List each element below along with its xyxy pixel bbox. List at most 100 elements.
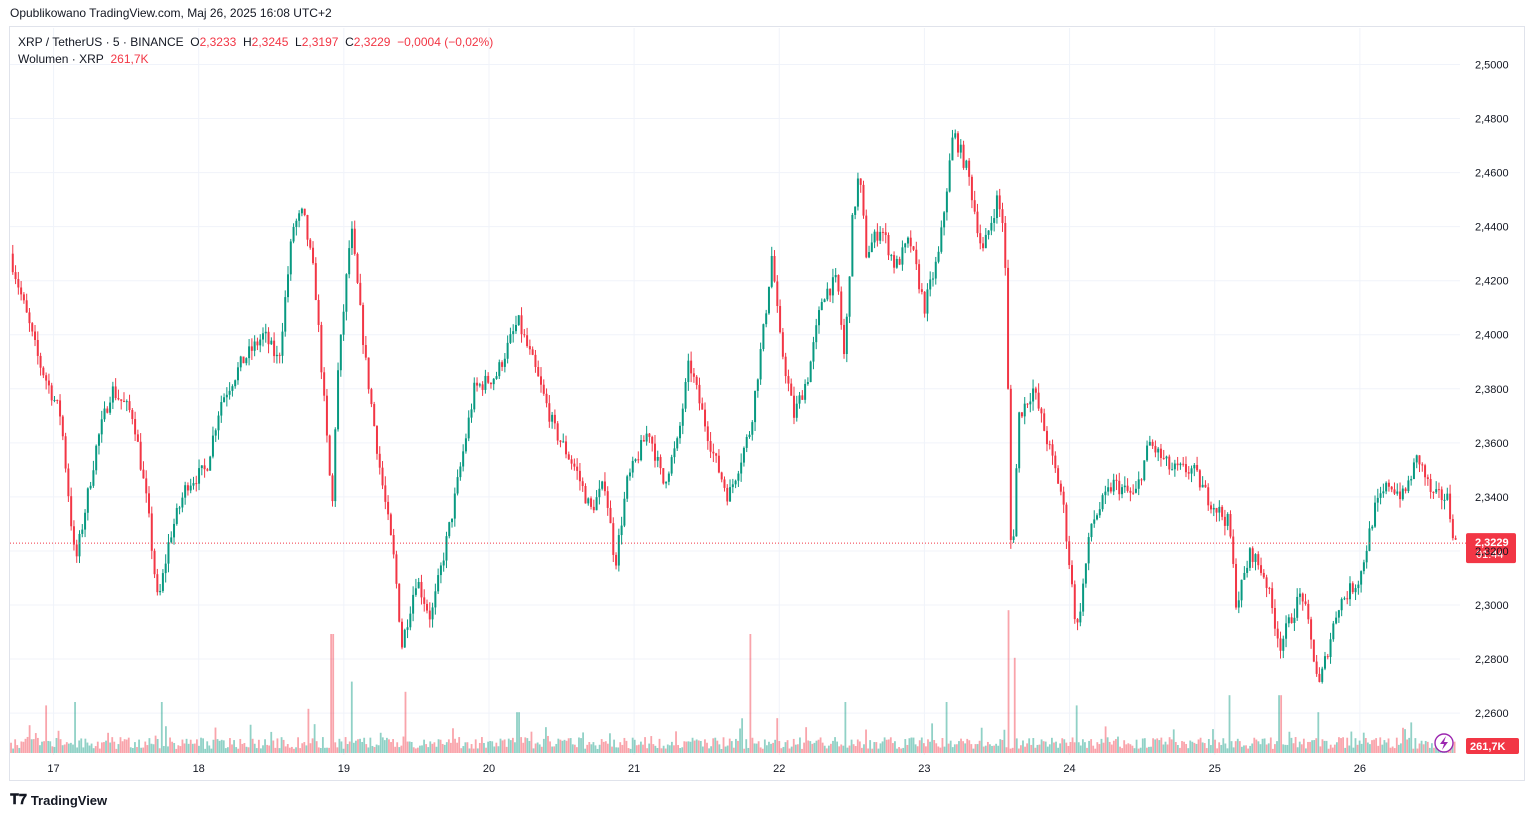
volume-bar bbox=[1071, 737, 1074, 753]
volume-bar bbox=[187, 743, 190, 753]
candle-body bbox=[100, 419, 103, 435]
candle-body bbox=[704, 409, 707, 427]
volume-bar bbox=[660, 748, 663, 753]
volume-bar bbox=[1119, 746, 1121, 753]
volume-bar bbox=[1131, 745, 1134, 753]
volume-bar bbox=[856, 739, 859, 753]
volume-bar bbox=[206, 741, 209, 753]
volume-bar bbox=[503, 739, 506, 753]
volume-bar bbox=[297, 737, 299, 753]
volume-bar bbox=[796, 744, 799, 753]
volume-bar bbox=[586, 744, 589, 753]
volume-bar bbox=[511, 737, 514, 753]
volume-bar bbox=[1220, 744, 1223, 753]
volume-bar bbox=[1300, 744, 1303, 753]
tradingview-logo[interactable]: 𝐓𝟕 TradingView bbox=[10, 792, 107, 808]
volume-bar bbox=[340, 741, 343, 753]
volume-bar bbox=[1426, 741, 1429, 753]
candle-body bbox=[136, 434, 139, 442]
volume-bar bbox=[307, 708, 310, 753]
candle-body bbox=[840, 291, 843, 325]
volume-bar bbox=[198, 745, 200, 753]
volume-bar bbox=[1011, 747, 1014, 753]
candle-body bbox=[765, 313, 768, 325]
candle-body bbox=[1132, 492, 1135, 494]
volume-bar bbox=[34, 733, 37, 753]
candle-body bbox=[420, 581, 423, 598]
volume-bar bbox=[567, 738, 570, 753]
candle-body bbox=[97, 434, 100, 446]
volume-bar bbox=[334, 742, 337, 753]
volume-bar bbox=[20, 741, 23, 753]
volume-bar bbox=[865, 729, 867, 753]
volume-bar bbox=[894, 741, 896, 753]
candle-body bbox=[1374, 502, 1377, 527]
volume-bar bbox=[309, 743, 312, 753]
candle-body bbox=[845, 316, 848, 355]
candle-body bbox=[273, 340, 276, 357]
volume-bar bbox=[24, 738, 27, 753]
volume-bar bbox=[1319, 746, 1322, 753]
candle-body bbox=[314, 263, 317, 301]
volume-bar bbox=[257, 739, 260, 753]
candle-body bbox=[451, 518, 454, 523]
candle-body bbox=[576, 466, 579, 471]
price-tick-label: 2,4400 bbox=[1475, 222, 1509, 234]
volume-bar bbox=[379, 732, 382, 753]
volume-bar bbox=[997, 745, 1000, 753]
brand-name: TradingView bbox=[30, 792, 108, 808]
candle-body bbox=[954, 133, 957, 138]
candle-body bbox=[798, 395, 801, 404]
candle-body bbox=[225, 394, 228, 398]
volume-bar bbox=[1395, 737, 1398, 753]
volume-bar bbox=[140, 747, 143, 753]
candle-body bbox=[495, 376, 498, 379]
candle-body bbox=[131, 410, 134, 420]
volume-bar bbox=[726, 745, 729, 753]
price-tick-label: 2,2800 bbox=[1475, 654, 1509, 666]
volume-bar bbox=[67, 743, 70, 753]
volume-label[interactable]: Wolumen · XRP bbox=[18, 52, 104, 66]
volume-bar bbox=[1230, 741, 1233, 753]
candle-body bbox=[742, 447, 745, 463]
candle-body bbox=[692, 373, 695, 377]
candle-body bbox=[1426, 477, 1429, 480]
candle-body bbox=[881, 231, 884, 233]
volume-bar bbox=[173, 742, 176, 753]
volume-bar bbox=[30, 739, 33, 753]
volume-bar bbox=[960, 738, 962, 753]
volume-bar bbox=[947, 743, 950, 753]
candle-body bbox=[584, 485, 587, 504]
volume-bar bbox=[1321, 739, 1324, 753]
volume-bar bbox=[1207, 739, 1210, 753]
volume-bar bbox=[144, 741, 147, 753]
volume-bar bbox=[117, 744, 120, 753]
candle-body bbox=[1215, 507, 1218, 513]
candle-body bbox=[982, 243, 985, 249]
candle-body bbox=[976, 211, 979, 234]
candle-body bbox=[426, 603, 429, 611]
volume-bar bbox=[487, 741, 489, 753]
candle-body bbox=[439, 565, 442, 576]
candle-body bbox=[595, 497, 598, 511]
volume-bar bbox=[526, 738, 529, 753]
symbol-title[interactable]: XRP / TetherUS · 5 · BINANCE bbox=[18, 35, 184, 49]
candle-body bbox=[559, 440, 562, 442]
volume-bar bbox=[466, 742, 469, 753]
volume-bar bbox=[371, 745, 374, 753]
volume-bars bbox=[10, 610, 1456, 753]
candle-body bbox=[317, 300, 320, 325]
volume-bar bbox=[737, 740, 739, 753]
volume-bar bbox=[615, 747, 618, 753]
volume-bar bbox=[1315, 738, 1318, 753]
volume-bar bbox=[1290, 737, 1293, 753]
volume-bar bbox=[443, 744, 446, 753]
volume-bar bbox=[131, 747, 134, 753]
volume-bar bbox=[520, 737, 523, 753]
candle-body bbox=[1112, 479, 1115, 492]
chart-frame[interactable] bbox=[9, 26, 1525, 781]
volume-bar bbox=[1265, 744, 1268, 753]
volume-bar bbox=[282, 739, 285, 753]
volume-bar bbox=[464, 742, 467, 753]
